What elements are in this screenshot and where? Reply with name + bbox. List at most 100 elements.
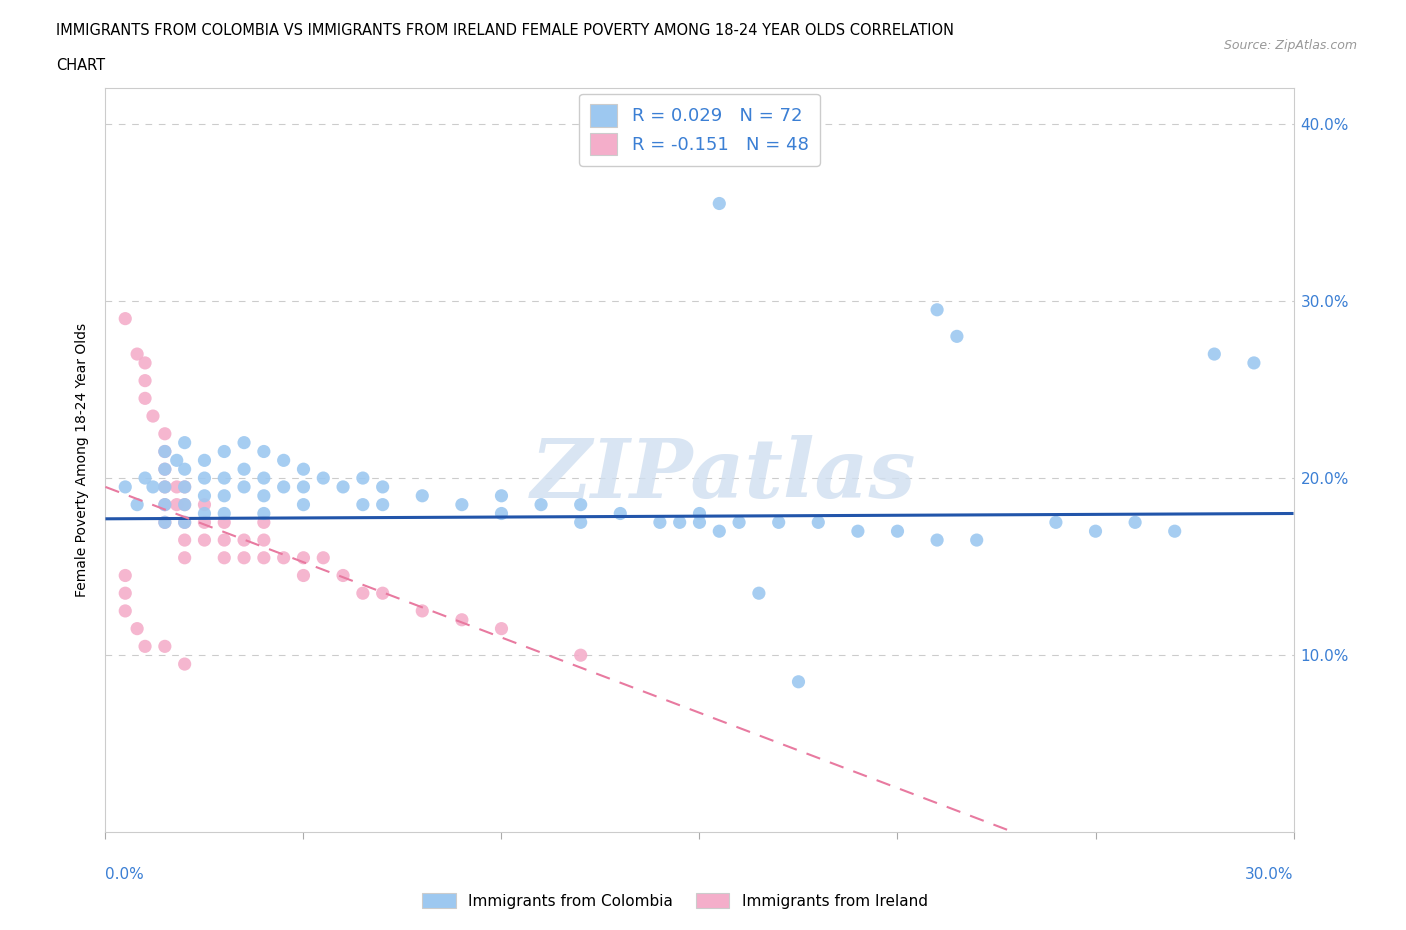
Point xyxy=(689,506,711,521)
Point xyxy=(768,515,790,530)
Point xyxy=(153,426,176,441)
Point xyxy=(292,480,315,495)
Text: ZIPatlas: ZIPatlas xyxy=(530,435,915,515)
Point xyxy=(134,639,156,654)
Point xyxy=(193,506,215,521)
Point xyxy=(142,408,165,423)
Point xyxy=(153,498,176,512)
Point xyxy=(352,498,374,512)
Point xyxy=(193,498,215,512)
Point xyxy=(233,551,256,565)
Point xyxy=(569,498,592,512)
Point xyxy=(214,533,236,548)
Point xyxy=(193,488,215,503)
Point xyxy=(332,568,354,583)
Point xyxy=(127,347,149,362)
Point xyxy=(193,533,215,548)
Point xyxy=(352,471,374,485)
Point xyxy=(153,462,176,477)
Point xyxy=(709,196,731,211)
Point xyxy=(193,453,215,468)
Point xyxy=(569,515,592,530)
Point xyxy=(411,604,433,618)
Point xyxy=(312,551,335,565)
Point xyxy=(491,506,513,521)
Point xyxy=(173,480,195,495)
Text: IMMIGRANTS FROM COLOMBIA VS IMMIGRANTS FROM IRELAND FEMALE POVERTY AMONG 18-24 Y: IMMIGRANTS FROM COLOMBIA VS IMMIGRANTS F… xyxy=(56,23,955,38)
Point xyxy=(668,515,690,530)
Point xyxy=(153,480,176,495)
Point xyxy=(1084,524,1107,538)
Point xyxy=(142,480,165,495)
Point xyxy=(787,674,810,689)
Point xyxy=(609,506,631,521)
Point xyxy=(1164,524,1187,538)
Point xyxy=(173,515,195,530)
Point xyxy=(173,498,195,512)
Point xyxy=(273,453,295,468)
Point xyxy=(1204,347,1226,362)
Point xyxy=(450,612,472,627)
Text: 0.0%: 0.0% xyxy=(105,867,145,882)
Point xyxy=(332,480,354,495)
Point xyxy=(214,551,236,565)
Point xyxy=(127,621,149,636)
Point xyxy=(925,533,948,548)
Point xyxy=(253,506,276,521)
Point xyxy=(946,329,969,344)
Point xyxy=(371,498,394,512)
Point xyxy=(153,462,176,477)
Point xyxy=(214,488,236,503)
Point xyxy=(134,373,156,388)
Point xyxy=(292,568,315,583)
Point xyxy=(371,586,394,601)
Point xyxy=(153,639,176,654)
Point xyxy=(292,498,315,512)
Point xyxy=(233,533,256,548)
Point xyxy=(253,551,276,565)
Point xyxy=(193,515,215,530)
Point xyxy=(253,533,276,548)
Point xyxy=(193,471,215,485)
Point xyxy=(648,515,671,530)
Legend: Immigrants from Colombia, Immigrants from Ireland: Immigrants from Colombia, Immigrants fro… xyxy=(416,886,934,915)
Point xyxy=(114,312,136,326)
Point xyxy=(233,480,256,495)
Point xyxy=(173,435,195,450)
Point xyxy=(166,480,188,495)
Point xyxy=(292,462,315,477)
Point xyxy=(530,498,553,512)
Point xyxy=(153,444,176,458)
Point xyxy=(491,621,513,636)
Point xyxy=(134,391,156,405)
Point xyxy=(134,471,156,485)
Point xyxy=(173,533,195,548)
Point xyxy=(807,515,830,530)
Point xyxy=(1243,355,1265,370)
Point xyxy=(114,480,136,495)
Point xyxy=(273,551,295,565)
Point xyxy=(214,506,236,521)
Point xyxy=(886,524,908,538)
Point xyxy=(173,480,195,495)
Point xyxy=(748,586,770,601)
Point xyxy=(925,302,948,317)
Point xyxy=(1045,515,1067,530)
Point xyxy=(253,444,276,458)
Text: 30.0%: 30.0% xyxy=(1246,867,1294,882)
Point xyxy=(153,498,176,512)
Text: Source: ZipAtlas.com: Source: ZipAtlas.com xyxy=(1223,39,1357,52)
Legend: R = 0.029   N = 72, R = -0.151   N = 48: R = 0.029 N = 72, R = -0.151 N = 48 xyxy=(579,94,820,166)
Point xyxy=(253,515,276,530)
Point xyxy=(1123,515,1146,530)
Point xyxy=(728,515,751,530)
Point xyxy=(173,462,195,477)
Point xyxy=(233,462,256,477)
Point xyxy=(846,524,869,538)
Point xyxy=(312,471,335,485)
Point xyxy=(153,515,176,530)
Point xyxy=(173,657,195,671)
Point xyxy=(273,480,295,495)
Point xyxy=(134,355,156,370)
Point xyxy=(569,648,592,663)
